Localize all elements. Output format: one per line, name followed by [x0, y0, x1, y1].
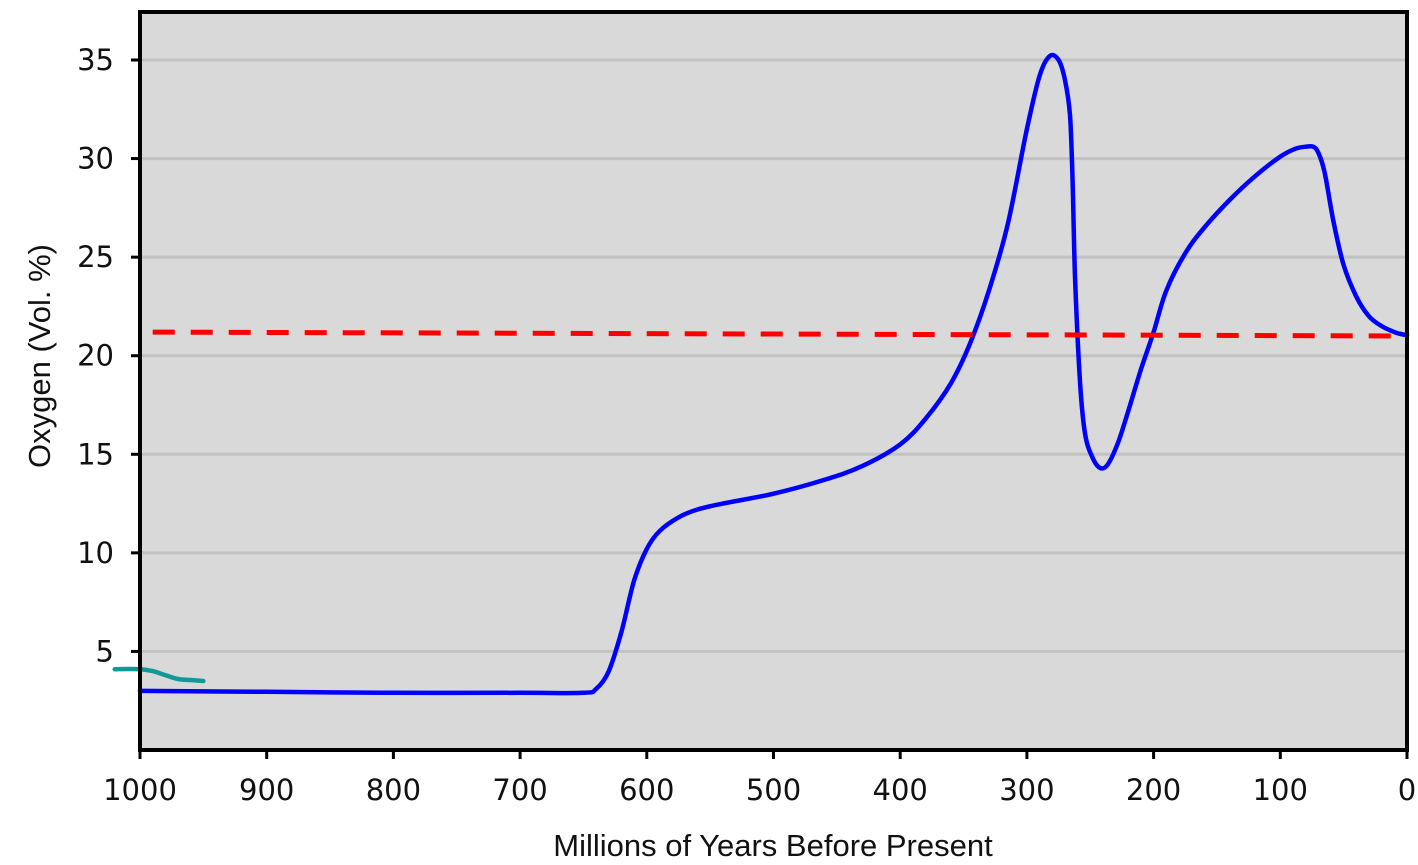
y-tick-label-10: 10 [77, 536, 114, 570]
x-tick-label-1000: 1000 [103, 773, 177, 807]
x-tick-label-800: 800 [366, 773, 421, 807]
gridlines [140, 58, 1407, 653]
y-tick-label-20: 20 [77, 339, 114, 373]
x-axis-title: Millions of Years Before Present [553, 828, 993, 863]
x-tick-label-0: 0 [1398, 773, 1416, 807]
x-tick-label-600: 600 [619, 773, 674, 807]
x-tick-label-300: 300 [999, 773, 1054, 807]
y-tick-label-30: 30 [77, 142, 114, 176]
oxygen-curve [137, 52, 1410, 696]
present-level-line [152, 329, 1408, 339]
x-tick-label-400: 400 [873, 773, 928, 807]
y-axis-title: Oxygen (Vol. %) [22, 244, 57, 468]
x-tick-label-500: 500 [746, 773, 801, 807]
x-tick-label-200: 200 [1126, 773, 1181, 807]
x-tick-label-900: 900 [239, 773, 294, 807]
y-tick-label-5: 5 [96, 634, 114, 668]
y-tick-label-35: 35 [77, 43, 114, 77]
y-tick-label-25: 25 [77, 240, 114, 274]
x-tick-label-700: 700 [492, 773, 547, 807]
y-tick-label-15: 15 [77, 437, 114, 471]
plot-background [140, 12, 1407, 750]
x-tick-label-100: 100 [1253, 773, 1308, 807]
